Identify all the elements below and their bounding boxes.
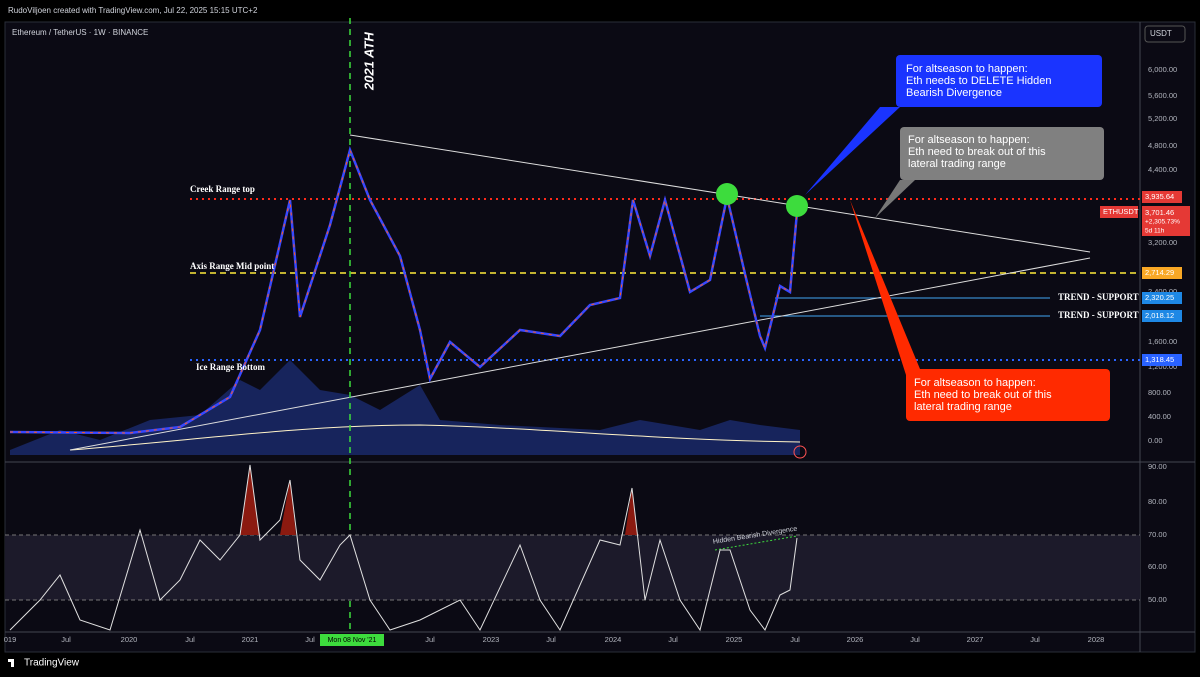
credit: RudoViljoen created with TradingView.com… xyxy=(8,6,258,15)
rsi-line xyxy=(9,464,798,632)
price-tick-label: 1,600.00 xyxy=(1148,337,1177,346)
alert-icon xyxy=(793,445,807,459)
range-label: Axis Range Mid point xyxy=(190,261,274,271)
rsi-tick-label: 90.00 xyxy=(1148,462,1167,471)
price-change: +2,305.73% xyxy=(1145,219,1180,226)
time-tick-label: 2027 xyxy=(967,635,984,644)
ice-price: 1,318.45 xyxy=(1145,355,1174,364)
callout-text: For altseason to happen: xyxy=(908,134,1030,146)
touch-point xyxy=(786,195,808,217)
time-tick-label: 2028 xyxy=(1088,635,1105,644)
price-tick-label: 400.00 xyxy=(1148,412,1171,421)
price-tick-label: 6,000.00 xyxy=(1148,65,1177,74)
callout-text: For altseason to happen: xyxy=(914,377,1036,389)
price-tick-label: 0.00 xyxy=(1148,436,1163,445)
callout-text: For altseason to happen: xyxy=(906,63,1028,75)
last-price-box xyxy=(1142,206,1190,236)
divergence-line xyxy=(714,535,798,551)
callout-text: lateral trading range xyxy=(908,158,1006,170)
rsi-band xyxy=(5,535,1140,600)
mid-price: 2,714.29 xyxy=(1145,268,1174,277)
rsi-tick-label: 80.00 xyxy=(1148,497,1167,506)
time-tick-label: Jul xyxy=(1030,635,1040,644)
time-tick-label: Jul xyxy=(546,635,556,644)
time-tick-label: Jul xyxy=(185,635,195,644)
crosshair-date-box xyxy=(320,634,384,646)
price-tick-label: 3,200.00 xyxy=(1148,238,1177,247)
symbol: Ethereum / TetherUS · 1W · BINANCE xyxy=(12,28,148,37)
time-tick-label: Jul xyxy=(305,635,315,644)
mid-price-box xyxy=(1142,267,1182,279)
range-label: Creek Range top xyxy=(190,184,255,194)
support-price-box xyxy=(1142,292,1182,304)
triangle-lower xyxy=(69,257,1091,451)
price-tick-label: 5,200.00 xyxy=(1148,114,1177,123)
time-tick-label: 2025 xyxy=(726,635,743,644)
ticker-box xyxy=(1100,206,1138,218)
time-tick-label: Jul xyxy=(425,635,435,644)
callout-text: Eth need to break out of this xyxy=(908,146,1046,158)
time-tick-label: 2023 xyxy=(483,635,500,644)
callout-text: Eth need to break out of this xyxy=(914,389,1052,401)
time-tick-label: Jul xyxy=(668,635,678,644)
rsi-tick-label: 70.00 xyxy=(1148,530,1167,539)
footer: TradingView xyxy=(24,658,80,669)
price-tick-label: 5,600.00 xyxy=(1148,91,1177,100)
time-tick-label: Jul xyxy=(61,635,71,644)
price-tick-label: 4,400.00 xyxy=(1148,165,1177,174)
callout xyxy=(896,55,1102,107)
callout-text: Bearish Divergence xyxy=(906,87,1002,99)
support-price: 2,320.25 xyxy=(1145,293,1174,302)
currency: USDT xyxy=(1150,29,1172,38)
time-tick-label: 019 xyxy=(4,635,17,644)
time-tick-label: 2021 xyxy=(242,635,259,644)
rsi-tick-label: 50.00 xyxy=(1148,595,1167,604)
countdown: 5d 11h xyxy=(1145,228,1165,235)
ath-label: 2021 ATH xyxy=(361,32,376,91)
callout-pointer xyxy=(875,180,915,218)
trend-label: TREND - SUPPORT xyxy=(1058,310,1139,320)
callout-pointer xyxy=(805,107,900,195)
currency-box xyxy=(1144,25,1186,43)
creek-price: 3,935.64 xyxy=(1145,192,1174,201)
support-price-box xyxy=(1142,310,1182,322)
crosshair-date: Mon 08 Nov '21 xyxy=(328,637,377,644)
time-tick-label: Jul xyxy=(910,635,920,644)
support-price: 2,018.12 xyxy=(1145,311,1174,320)
rsi-tick-label: 60.00 xyxy=(1148,562,1167,571)
ticker: ETHUSDT xyxy=(1103,207,1139,216)
callout-text: Eth needs to DELETE Hidden xyxy=(906,75,1052,87)
time-tick-label: Jul xyxy=(790,635,800,644)
callout-text: lateral trading range xyxy=(914,401,1012,413)
volume-area xyxy=(10,360,800,455)
touch-point xyxy=(716,183,738,205)
callout xyxy=(906,369,1110,421)
price-candles xyxy=(9,148,798,434)
time-tick-label: 2020 xyxy=(121,635,138,644)
price-tick-label: 1,200.00 xyxy=(1148,362,1177,371)
price-tick-label: 4,800.00 xyxy=(1148,141,1177,150)
moving-average xyxy=(69,424,801,451)
callout xyxy=(900,127,1104,180)
price-tick-label: 2,400.00 xyxy=(1148,287,1177,296)
range-label: Ice Range Bottom xyxy=(196,362,265,372)
logo xyxy=(8,659,14,667)
creek-price-box xyxy=(1142,191,1182,203)
trend-label: TREND - SUPPORT xyxy=(1058,292,1139,302)
time-tick-label: 2024 xyxy=(605,635,622,644)
last-price: 3,701.46 xyxy=(1145,208,1174,217)
price-tick-label: 800.00 xyxy=(1148,388,1171,397)
time-tick-label: 2026 xyxy=(847,635,864,644)
callout-pointer xyxy=(850,200,920,375)
ice-price-box xyxy=(1142,354,1182,366)
